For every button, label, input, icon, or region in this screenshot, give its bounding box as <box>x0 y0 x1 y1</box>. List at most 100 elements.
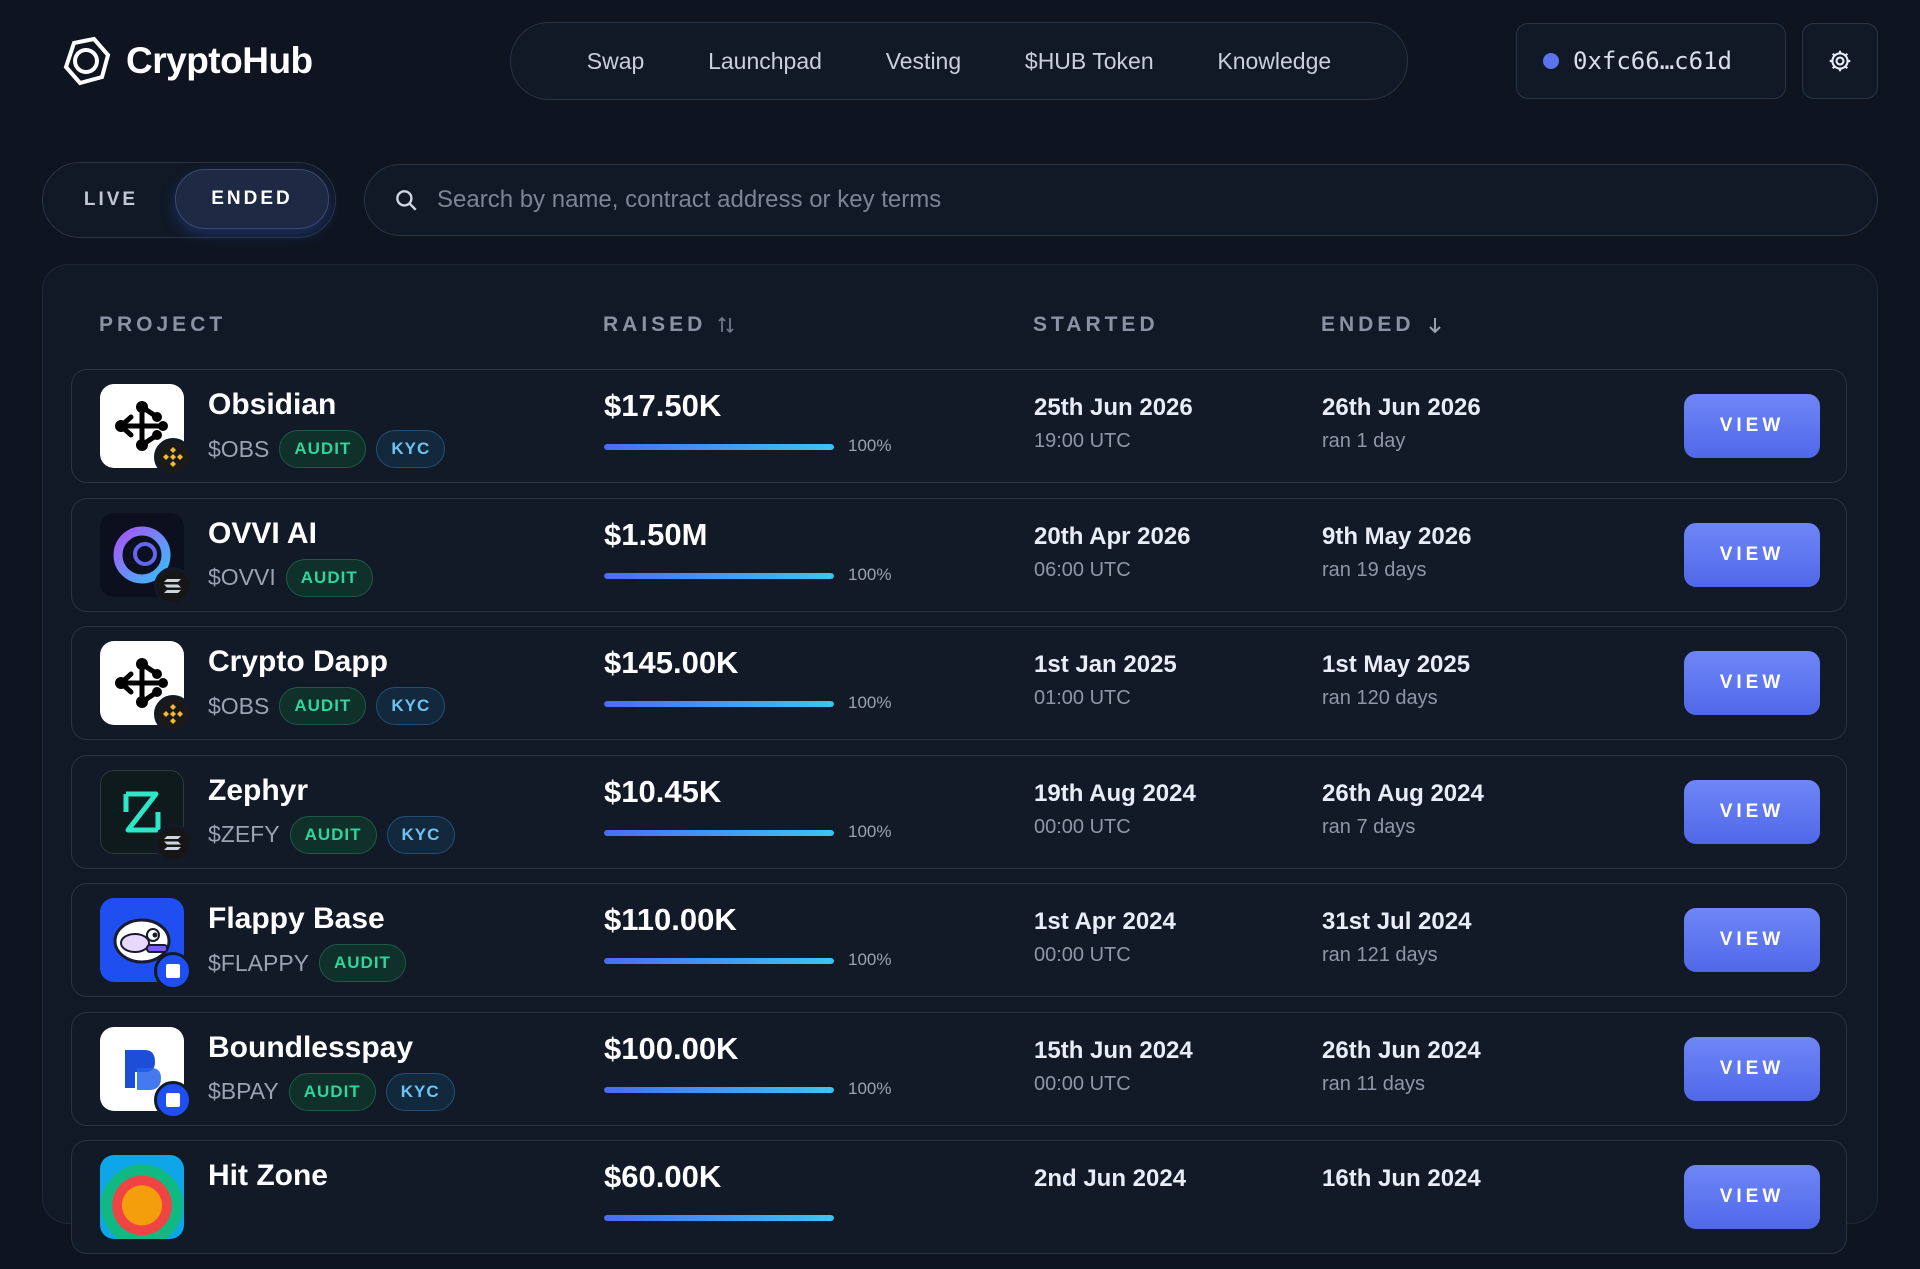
audit-badge: AUDIT <box>319 944 406 982</box>
project-meta: $OVVI AUDIT <box>208 558 373 597</box>
ended-date: 9th May 2026 <box>1322 522 1472 550</box>
gear-icon <box>1829 50 1851 72</box>
raised-amount: $110.00K <box>604 902 737 937</box>
nav-item-knowledge[interactable]: Knowledge <box>1217 47 1332 74</box>
started-date: 25th Jun 2026 <box>1034 394 1193 421</box>
view-button[interactable]: VIEW <box>1684 522 1820 587</box>
kyc-badge: KYC <box>376 430 446 468</box>
raise-progress-bar <box>604 1215 834 1221</box>
project-name: Flappy Base <box>208 902 385 935</box>
raise-progress-percent: 100% <box>848 564 892 584</box>
raise-progress-bar <box>604 701 834 707</box>
column-header-project[interactable]: PROJECT <box>99 313 226 337</box>
view-button[interactable]: VIEW <box>1684 651 1820 715</box>
base-chain-icon <box>154 952 192 990</box>
ended-duration: ran 120 days <box>1322 687 1438 709</box>
started-time: 06:00 UTC <box>1034 558 1131 581</box>
main-nav: Swap Launchpad Vesting $HUB Token Knowle… <box>510 22 1408 100</box>
view-button[interactable]: VIEW <box>1684 1165 1820 1229</box>
raise-progress-percent: 100% <box>848 821 892 841</box>
project-meta: $ZEFY AUDIT KYC <box>208 815 456 854</box>
project-logo <box>100 641 192 733</box>
raise-progress-bar <box>604 1086 834 1093</box>
top-header: CryptoHub Swap Launchpad Vesting $HUB To… <box>0 0 1920 120</box>
table-row[interactable]: Boundlesspay $BPAY AUDIT KYC $100.00K 100% 15t… <box>71 1011 1847 1126</box>
table-row[interactable]: Hit Zone $60.00K 2nd Jun 2024 16th Jun 2024… <box>71 1140 1847 1254</box>
raise-progress-bar <box>604 444 834 450</box>
ended-duration: ran 11 days <box>1322 1072 1426 1095</box>
kyc-badge: KYC <box>386 815 456 854</box>
ended-duration: ran 7 days <box>1322 815 1416 838</box>
view-button[interactable]: VIEW <box>1684 1036 1820 1101</box>
raised-amount: $60.00K <box>604 1159 722 1194</box>
toggle-ended[interactable]: ENDED <box>175 169 329 229</box>
project-name: OVVI AI <box>208 516 317 550</box>
raise-progress-bar <box>604 958 834 964</box>
ended-date: 31st Jul 2024 <box>1322 908 1472 935</box>
started-date: 1st Jan 2025 <box>1034 651 1177 678</box>
project-ticker: $BPAY <box>208 1078 279 1104</box>
audit-badge: AUDIT <box>279 687 367 725</box>
project-meta: $BPAY AUDIT KYC <box>208 1072 455 1111</box>
started-time: 00:00 UTC <box>1034 815 1131 838</box>
base-chain-icon <box>154 1080 192 1119</box>
search-bar <box>364 164 1878 236</box>
kyc-badge: KYC <box>385 1072 455 1111</box>
settings-button[interactable] <box>1802 23 1878 99</box>
started-time: 19:00 UTC <box>1034 430 1131 452</box>
project-name: Zephyr <box>208 773 309 807</box>
search-input[interactable] <box>437 186 1877 214</box>
column-header-raised-label: RAISED <box>603 313 707 336</box>
raised-amount: $100.00K <box>604 1030 739 1066</box>
sort-both-icon <box>718 316 734 334</box>
solana-chain-icon <box>154 566 192 605</box>
table-header: PROJECT RAISED STARTED ENDED <box>43 313 1877 343</box>
wallet-button[interactable]: 0xfc66…c61d <box>1516 23 1786 99</box>
ended-date: 26th Aug 2024 <box>1322 779 1484 807</box>
nav-item-vesting[interactable]: Vesting <box>885 47 962 74</box>
raise-progress-percent: 100% <box>848 1078 892 1098</box>
column-header-started-label: STARTED <box>1033 313 1159 336</box>
project-name: Crypto Dapp <box>208 645 388 678</box>
brand-name: CryptoHub <box>126 40 313 81</box>
toggle-live[interactable]: LIVE <box>83 188 139 210</box>
project-meta: $OBS AUDIT KYC <box>208 687 446 725</box>
started-date: 1st Apr 2024 <box>1034 908 1176 935</box>
column-header-ended[interactable]: ENDED <box>1321 313 1445 337</box>
column-header-raised[interactable]: RAISED <box>603 313 736 337</box>
table-row[interactable]: Obsidian $OBS AUDIT KYC $17.50K 100% 25th Jun … <box>71 369 1847 483</box>
started-time: 00:00 UTC <box>1034 944 1131 966</box>
view-button[interactable]: VIEW <box>1684 394 1820 458</box>
table-row[interactable]: Flappy Base $FLAPPY AUDIT $110.00K 100% 1st A… <box>71 883 1847 997</box>
project-logo <box>100 1155 184 1239</box>
raise-progress-bar <box>604 572 834 579</box>
column-header-started[interactable]: STARTED <box>1033 313 1159 337</box>
projects-table: PROJECT RAISED STARTED ENDED Obsidian $OB… <box>42 264 1878 1254</box>
view-button[interactable]: VIEW <box>1684 908 1820 972</box>
project-name: Hit Zone <box>208 1159 328 1192</box>
project-logo <box>100 384 192 476</box>
project-meta: $OBS AUDIT KYC <box>208 430 446 468</box>
ended-date: 26th Jun 2026 <box>1322 394 1481 421</box>
started-date: 15th Jun 2024 <box>1034 1036 1193 1064</box>
project-ticker: $OVVI <box>208 564 276 590</box>
table-row[interactable]: OVVI AI $OVVI AUDIT $1.50M 100% 20th Apr 2026… <box>71 497 1847 612</box>
ended-date: 16th Jun 2024 <box>1322 1165 1481 1192</box>
table-row[interactable]: Zephyr $ZEFY AUDIT KYC $10.45K 100% 19th Aug 2… <box>71 754 1847 869</box>
raised-amount: $10.45K <box>604 773 722 809</box>
started-date: 20th Apr 2026 <box>1034 522 1191 550</box>
nav-item-swap[interactable]: Swap <box>586 47 645 74</box>
raised-amount: $17.50K <box>604 388 722 423</box>
audit-badge: AUDIT <box>289 815 377 854</box>
nav-item-hub-token[interactable]: $HUB Token <box>1024 47 1154 74</box>
brand[interactable]: CryptoHub <box>58 32 313 90</box>
raise-progress-percent: 100% <box>848 693 892 712</box>
column-header-ended-label: ENDED <box>1321 313 1415 336</box>
raise-progress-bar <box>604 829 834 836</box>
table-row[interactable]: Crypto Dapp $OBS AUDIT KYC $145.00K 100% 1st J… <box>71 626 1847 740</box>
nav-item-launchpad[interactable]: Launchpad <box>708 47 822 74</box>
started-date: 2nd Jun 2024 <box>1034 1165 1187 1192</box>
view-button[interactable]: VIEW <box>1684 779 1820 844</box>
project-logo <box>100 512 192 605</box>
audit-badge: AUDIT <box>279 430 367 468</box>
